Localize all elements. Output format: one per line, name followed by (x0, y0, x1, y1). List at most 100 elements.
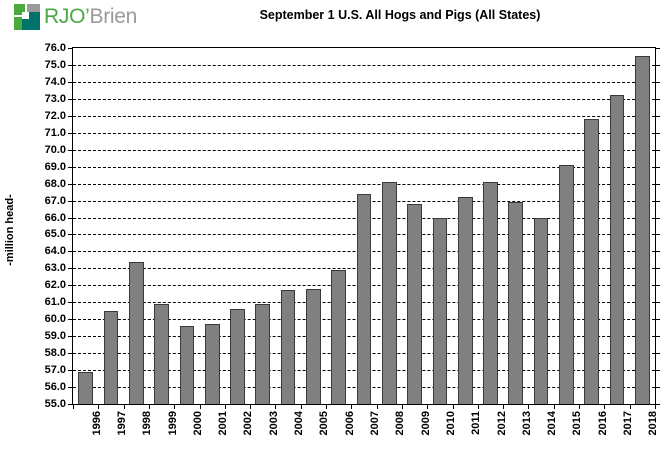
y-axis-tick-label: 70.0 (44, 143, 66, 156)
y-axis-tick-right (655, 64, 660, 66)
gridline (73, 115, 655, 117)
y-axis-tick (68, 64, 73, 66)
y-axis-tick (68, 81, 73, 83)
x-axis-tick (275, 404, 277, 409)
x-axis-tick (553, 404, 555, 409)
x-axis-tick-label: 2000 (191, 411, 204, 436)
y-axis-tick-label: 73.0 (44, 92, 66, 105)
y-axis-tick (68, 268, 73, 270)
y-axis-tick (68, 183, 73, 185)
y-axis-tick-label: 66.0 (44, 211, 66, 224)
brand-wordmark: RJO’Brien (44, 4, 137, 30)
y-axis-tick (68, 98, 73, 100)
gridline (73, 132, 655, 134)
x-axis-tick (300, 404, 302, 409)
y-axis-tick-right (655, 115, 660, 117)
x-axis-tick (73, 404, 74, 409)
x-axis-tick (629, 404, 631, 409)
x-axis-tick-label: 1999 (166, 411, 179, 436)
y-axis-tick-right (655, 268, 660, 270)
bar-2015 (559, 164, 574, 404)
gridline (73, 149, 655, 151)
y-axis-tick-right (655, 353, 660, 355)
y-axis-tick-right (655, 132, 660, 134)
gridline (73, 183, 655, 185)
bar-2000 (179, 326, 195, 404)
y-axis-tick (68, 166, 73, 168)
y-axis-tick-label: 57.0 (44, 364, 66, 377)
x-axis-tick-label: 2008 (394, 411, 407, 436)
x-axis-tick-label: 2013 (520, 411, 533, 436)
y-axis-tick-label: 63.0 (44, 262, 66, 275)
brand-logo: RJO’Brien (14, 4, 137, 30)
y-axis-tick-right (655, 336, 660, 338)
x-axis-tick (401, 404, 403, 409)
y-axis-tick-right (655, 319, 660, 321)
bar-2005 (306, 288, 321, 404)
gridline (73, 166, 655, 168)
y-axis-tick-label: 65.0 (44, 228, 66, 241)
y-axis-tick-label: 55.0 (44, 398, 66, 410)
y-axis-tick (68, 149, 73, 151)
y-axis-tick-right (655, 81, 660, 83)
x-axis-tick (351, 404, 353, 409)
y-axis-tick-label: 71.0 (44, 126, 66, 139)
y-axis-tick (68, 200, 73, 202)
y-axis-tick-right (655, 200, 660, 202)
y-axis-tick-label: 60.0 (44, 313, 66, 326)
bar-2011 (457, 197, 473, 404)
y-axis-tick (68, 387, 73, 389)
y-axis-tick (68, 353, 73, 355)
x-axis-tick-label: 2003 (267, 411, 280, 436)
y-axis-tick-right (655, 370, 660, 372)
y-axis-tick-label: 67.0 (44, 194, 66, 207)
y-axis-tick (68, 336, 73, 338)
x-axis-tick-label: 2009 (419, 411, 432, 436)
x-axis-tick (604, 404, 606, 409)
x-axis-tick-label: 2018 (647, 411, 660, 436)
y-axis-tick (68, 251, 73, 253)
x-axis-tick-label: 2001 (217, 411, 230, 436)
bar-2007 (356, 193, 372, 404)
y-axis-tick-label: 72.0 (44, 109, 66, 122)
x-axis-tick (503, 404, 505, 409)
x-axis-tick-label: 2016 (596, 411, 609, 436)
bar-2018 (635, 56, 650, 404)
bar-2014 (533, 217, 549, 404)
brand-name-part2: Brien (89, 5, 138, 28)
x-axis-tick-label: 2011 (470, 411, 483, 435)
bar-2008 (381, 181, 397, 404)
bar-2017 (609, 95, 625, 404)
y-axis-tick-label: 75.0 (44, 58, 66, 71)
brand-apostrophe: ’ (85, 5, 90, 28)
x-axis-tick (123, 404, 125, 409)
y-axis-tick-right (655, 234, 660, 236)
x-axis-tick (148, 404, 150, 409)
y-axis-tick-right (655, 387, 660, 389)
x-axis-tick (427, 404, 429, 409)
y-axis-tick (68, 115, 73, 117)
bar-1997 (103, 310, 119, 404)
y-axis-tick (68, 370, 73, 372)
x-axis-tick-label: 2005 (318, 411, 331, 436)
y-axis-tick-right (655, 48, 660, 49)
bar-2004 (280, 290, 296, 404)
y-axis-tick-label: 64.0 (44, 245, 66, 258)
x-axis-tick (376, 404, 378, 409)
bar-2013 (508, 202, 524, 404)
x-axis-tick-label: 2006 (343, 411, 356, 436)
bar-2003 (255, 303, 271, 404)
y-axis-tick-label: 76.0 (44, 42, 66, 54)
x-axis-tick-label: 2010 (444, 411, 457, 436)
y-axis-tick-right (655, 149, 660, 151)
y-axis-tick-label: 68.0 (44, 177, 66, 190)
bar-2016 (584, 119, 600, 404)
bar-2001 (204, 324, 220, 404)
y-axis-title: -million head- (2, 150, 18, 310)
bar-2012 (483, 181, 498, 404)
x-axis-tick (224, 404, 226, 409)
x-axis-tick (199, 404, 201, 409)
y-axis-tick-right (655, 251, 660, 253)
x-axis-tick (326, 404, 328, 409)
